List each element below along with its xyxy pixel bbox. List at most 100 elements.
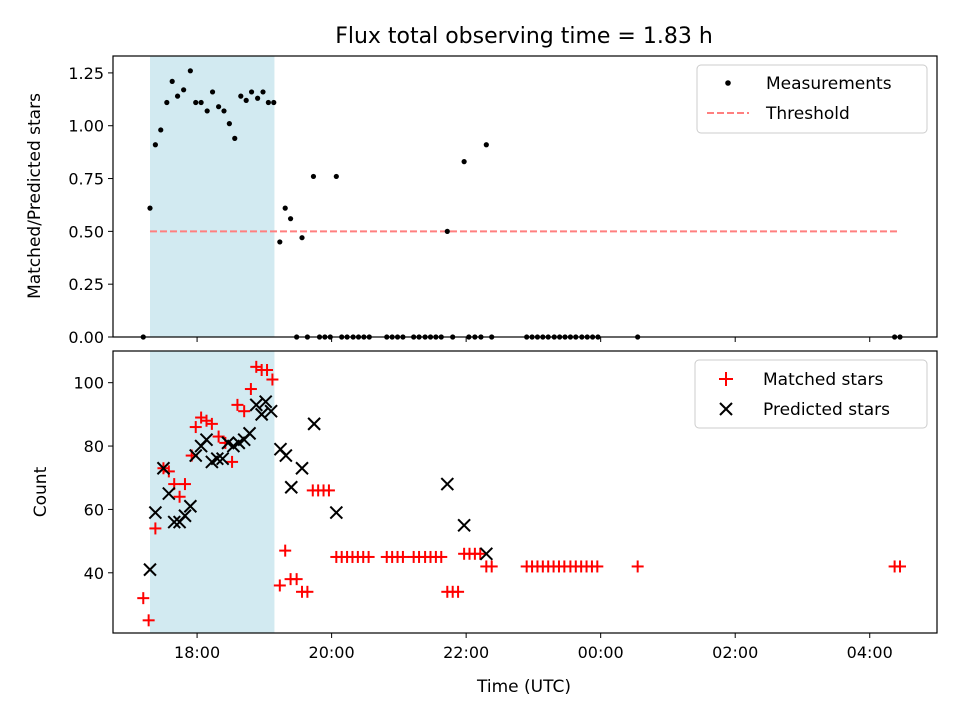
measurement-point — [174, 93, 181, 99]
measurement-point — [152, 142, 158, 148]
y-tick-label: 40 — [84, 564, 104, 583]
predicted-star-point — [189, 448, 203, 463]
predicted-star-point — [284, 480, 298, 494]
bottom-axis-ticks: 18:00 20:00 22:00 00:00 02:00 04:00 40 60 80 100 — [73, 374, 892, 662]
measurement-point — [187, 68, 193, 74]
matched-star-point — [301, 585, 314, 598]
measurement-point — [238, 93, 244, 99]
predicted-star-point — [242, 426, 257, 441]
y-tick-label: 0.75 — [68, 170, 104, 189]
legend-matched-marker — [719, 372, 733, 386]
measurement-point — [287, 216, 294, 222]
legend-measurements-marker — [725, 80, 731, 86]
matched-star-point — [231, 398, 244, 411]
measurement-point — [164, 99, 170, 106]
matched-star-point — [261, 364, 274, 377]
measurement-point — [483, 142, 489, 148]
matched-star-point — [435, 550, 448, 563]
predicted-star-point — [143, 562, 157, 577]
x-stroke-b — [183, 499, 198, 513]
x-stroke-b — [295, 461, 309, 475]
x-stroke-b — [254, 407, 269, 422]
matched-star-point — [238, 405, 251, 418]
x-tick-label: 04:00 — [847, 643, 893, 662]
measurement-point — [193, 99, 199, 106]
matched-star-point — [178, 478, 191, 491]
y-tick-label: 60 — [84, 500, 104, 519]
measurement-point — [198, 99, 204, 106]
x-tick-label: 18:00 — [174, 643, 220, 662]
predicted-star-point — [457, 518, 471, 532]
x-tick-label: 22:00 — [443, 643, 489, 662]
matched-star-point — [226, 455, 239, 468]
x-stroke-b — [189, 448, 203, 463]
x-stroke-b — [221, 436, 235, 450]
measurement-point — [333, 173, 339, 180]
x-stroke-b — [242, 426, 257, 441]
matched-star-point — [244, 383, 257, 396]
measurement-point — [226, 121, 232, 127]
legend-matched-label: Matched stars — [763, 370, 883, 390]
legend-predicted-marker — [719, 402, 733, 416]
matched-star-point — [149, 522, 162, 535]
x-stroke-b — [143, 562, 157, 577]
measurement-point — [169, 78, 175, 84]
x-stroke-b — [329, 505, 344, 520]
top-legend: Measurements Threshold — [696, 64, 928, 134]
y-tick-label: 1.25 — [68, 64, 104, 83]
bottom-plot-frame — [112, 350, 938, 634]
x-stroke-b — [479, 547, 494, 561]
x-tick-label: 20:00 — [309, 643, 355, 662]
matched-star-point — [322, 484, 335, 497]
matched-star-point — [189, 421, 202, 434]
matched-star-point — [290, 573, 303, 586]
count-points — [137, 360, 907, 627]
measurement-point — [255, 95, 261, 101]
matched-star-point — [485, 560, 498, 573]
matched-star-point — [362, 550, 375, 563]
matched-star-point — [162, 465, 175, 478]
measurement-point — [147, 205, 153, 211]
measurement-point — [282, 205, 288, 211]
matched-star-point — [137, 592, 150, 605]
matched-star-point — [279, 544, 292, 557]
x-stroke-b — [264, 404, 278, 418]
shaded-span — [149, 351, 275, 633]
top-y-axis-label: Matched/Predicted stars — [25, 93, 45, 299]
top-axis-ticks: 0.00 0.25 0.50 0.75 1.00 1.25 — [68, 64, 871, 347]
shaded-observing-span — [149, 56, 275, 337]
predicted-star-point — [329, 505, 344, 520]
measurement-point — [158, 127, 164, 133]
predicted-star-point — [199, 433, 214, 447]
x-stroke-b — [167, 515, 181, 529]
matched-star-point — [631, 560, 644, 573]
x-stroke-b — [258, 394, 273, 409]
shaded-span — [149, 56, 275, 337]
matched-star-point — [474, 547, 487, 560]
chart-title: Flux total observing time = 1.83 h — [335, 24, 713, 49]
y-tick-label: 0.00 — [68, 328, 104, 347]
measurement-point — [181, 87, 187, 93]
matched-star-point — [142, 614, 155, 627]
top-panel: 0.00 0.25 0.50 0.75 1.00 1.25 Matched/Predict… — [25, 55, 938, 347]
y-tick-label: 100 — [73, 374, 104, 393]
y-tick-label: 1.00 — [68, 117, 104, 136]
predicted-star-point — [156, 461, 171, 475]
bottom-legend-box — [694, 359, 928, 429]
legend-predicted-label: Predicted stars — [763, 400, 890, 420]
matched-star-point — [266, 373, 279, 386]
matched-star-point — [273, 579, 286, 592]
bottom-legend: Matched stars Predicted stars — [694, 359, 928, 429]
x-tick-label: 02:00 — [712, 643, 758, 662]
x-stroke-b — [210, 452, 224, 466]
predicted-star-point — [264, 404, 278, 418]
shaded-observing-span — [149, 351, 275, 633]
x-stroke-b — [307, 417, 321, 431]
bottom-panel: 18:00 20:00 22:00 00:00 02:00 04:00406080100 … — [31, 350, 938, 697]
x-stroke-b — [249, 398, 263, 412]
predicted-star-point — [307, 417, 321, 431]
predicted-star-point — [148, 505, 163, 520]
matched-star-point — [452, 585, 465, 598]
x-stroke-b — [440, 477, 455, 491]
